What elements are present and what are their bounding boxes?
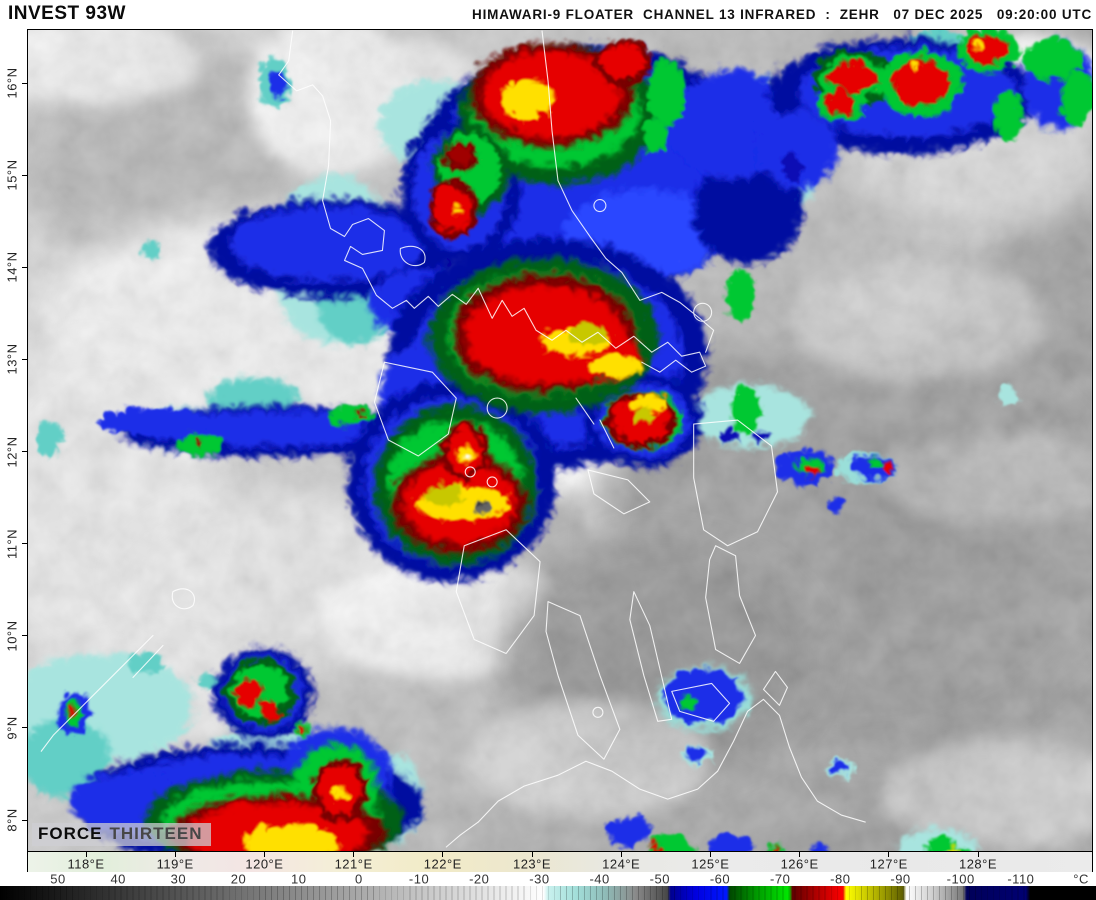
latitude-tick xyxy=(22,635,27,637)
latitude-label: 13°N xyxy=(4,343,20,375)
colorbar-tick-label: 0 xyxy=(355,871,363,887)
longitude-label: 125°E xyxy=(691,856,730,872)
longitude-label: 124°E xyxy=(602,856,641,872)
colorbar-tick-label: -60 xyxy=(709,871,731,887)
latitude-tick xyxy=(22,819,27,821)
colorbar-tick-label: °C xyxy=(1073,871,1089,887)
longitude-label: 126°E xyxy=(780,856,819,872)
header-bar: INVEST 93W HIMAWARI-9 FLOATER CHANNEL 13… xyxy=(0,0,1096,28)
latitude-tick xyxy=(22,358,27,360)
longitude-tick xyxy=(709,852,711,857)
latitude-tick xyxy=(22,543,27,545)
longitude-tick xyxy=(620,852,622,857)
colorbar-tick-label: -80 xyxy=(830,871,851,887)
watermark-brand-light: THIRTEEN xyxy=(109,824,203,843)
longitude-tick xyxy=(531,852,533,857)
longitude-tick xyxy=(977,852,979,857)
latitude-label: 8°N xyxy=(4,808,20,832)
longitude-tick xyxy=(888,852,890,857)
colorbar-tick-label: -50 xyxy=(649,871,670,887)
colorbar-tick-label: 20 xyxy=(230,871,247,887)
colorbar-tick-label: -90 xyxy=(890,871,911,887)
latitude-tick xyxy=(22,451,27,453)
longitude-label: 118°E xyxy=(67,856,105,872)
colorbar-tick-label: -30 xyxy=(529,871,550,887)
longitude-label: 123°E xyxy=(512,856,552,872)
longitude-tick xyxy=(174,852,176,857)
colorbar-tick-label: 30 xyxy=(170,871,187,887)
longitude-tick xyxy=(263,852,265,857)
colorbar-tick-label: -110 xyxy=(1007,871,1035,887)
colorbar-tick-label: -100 xyxy=(946,871,975,887)
watermark-brand-bold: FORCE xyxy=(38,824,103,843)
latitude-label: 12°N xyxy=(4,435,20,468)
latitude-label: 16°N xyxy=(4,67,20,99)
longitude-axis: 118°E 119°E 120°E 121°E 122°E 123°E 124°… xyxy=(27,852,1093,873)
colorbar-tick-label: 40 xyxy=(110,871,126,887)
colorbar-scale-labels: 50 40 30 20 10 0 -10 -20 -30 -40 -50 -60 -70 -80 -90 -1… xyxy=(0,871,1096,887)
force-thirteen-watermark: FORCE THIRTEEN xyxy=(32,823,211,846)
longitude-label: 119°E xyxy=(156,856,194,872)
latitude-label: 9°N xyxy=(4,716,20,740)
colorbar-tick-label: 10 xyxy=(290,871,307,887)
latitude-label: 14°N xyxy=(4,251,20,283)
latitude-axis: 16°N 15°N 14°N 13°N 12°N 11°N 10°N xyxy=(0,0,27,900)
latitude-label: 11°N xyxy=(4,528,20,559)
longitude-tick xyxy=(353,852,355,857)
latitude-tick xyxy=(22,266,27,268)
latitude-tick xyxy=(22,727,27,729)
longitude-label: 121°E xyxy=(334,856,373,872)
colorbar-tick-label: -10 xyxy=(408,871,430,887)
colorbar-tick-label: -20 xyxy=(469,871,490,887)
temperature-colorbar xyxy=(0,886,1096,900)
satellite-map-frame xyxy=(27,29,1093,852)
colorbar-tick-label: 50 xyxy=(50,871,66,887)
latitude-label: 15°N xyxy=(4,159,20,191)
coastline-layer xyxy=(40,30,866,848)
satellite-ir-image xyxy=(28,30,1092,851)
latitude-label: 10°N xyxy=(4,620,20,652)
longitude-tick xyxy=(85,852,87,857)
satellite-info-text: HIMAWARI-9 FLOATER CHANNEL 13 INFRARED :… xyxy=(472,6,1092,22)
longitude-label: 128°E xyxy=(958,856,998,872)
colorbar-tick-label: -40 xyxy=(589,871,610,887)
latitude-tick xyxy=(22,174,27,176)
longitude-label: 127°E xyxy=(869,856,908,872)
longitude-tick xyxy=(442,852,444,857)
longitude-label: 120°E xyxy=(245,856,284,872)
page-title: INVEST 93W xyxy=(8,3,126,24)
latitude-tick xyxy=(22,82,27,84)
longitude-tick xyxy=(799,852,801,857)
colorbar-tick-label: -70 xyxy=(770,871,791,887)
longitude-label: 122°E xyxy=(423,856,462,872)
